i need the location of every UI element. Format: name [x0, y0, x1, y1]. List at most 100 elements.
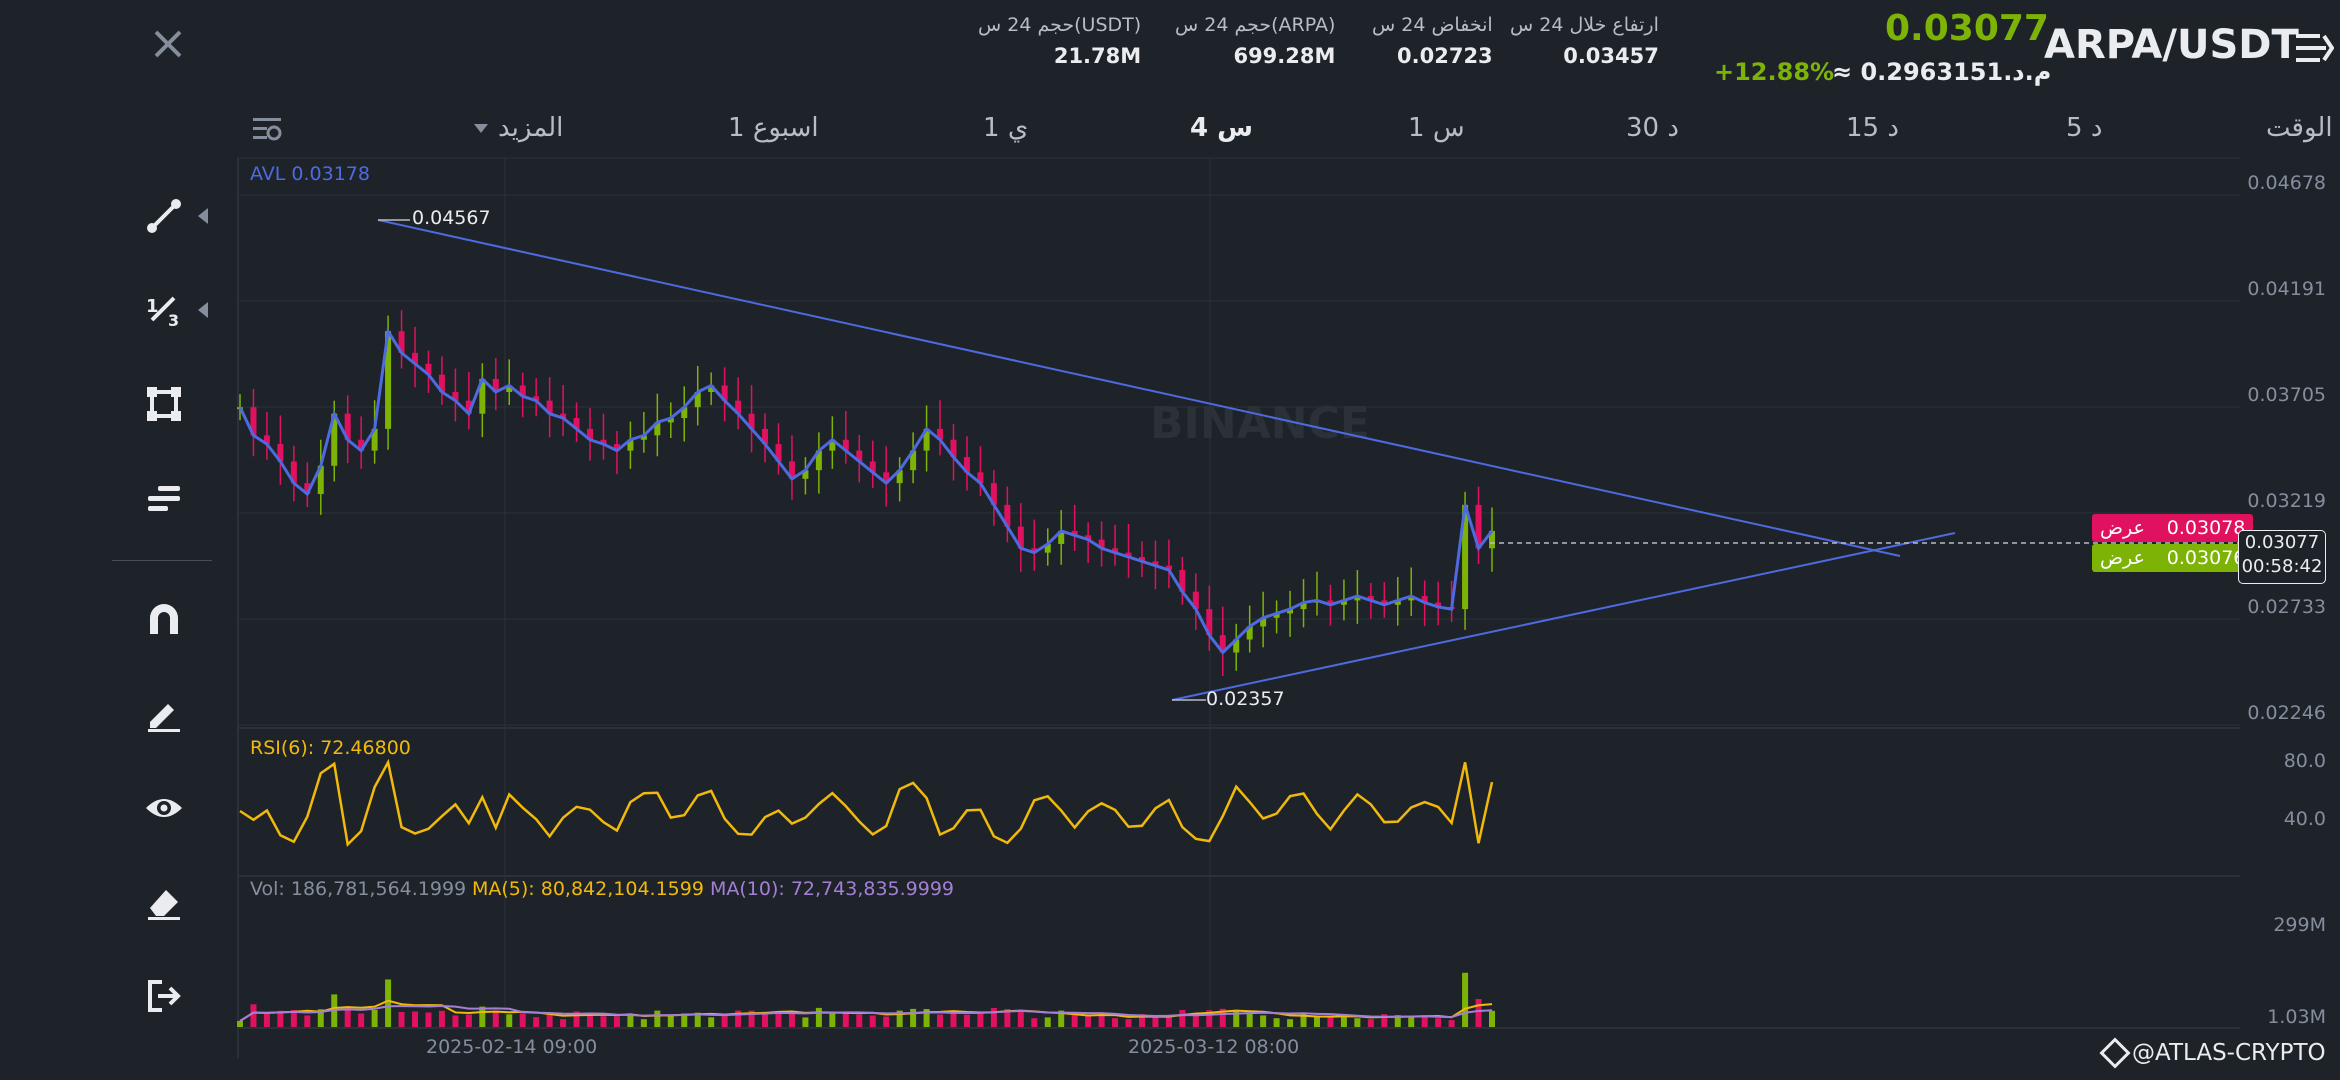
text-tool[interactable] [140, 476, 188, 524]
candle-body [1300, 602, 1307, 610]
candle-body [492, 378, 499, 392]
tab-1w[interactable]: 1 اسبوع [728, 113, 819, 143]
stat-label: حجم 24 س(ARPA) [1175, 14, 1336, 36]
shape-tool[interactable] [140, 382, 188, 430]
volume-bar [1327, 1016, 1334, 1027]
volume-bar [358, 1013, 365, 1027]
candle-body [331, 413, 338, 466]
volume-bar [977, 1011, 984, 1027]
candle-body [1031, 548, 1038, 553]
expand-arrow-icon[interactable] [198, 208, 208, 224]
volume-bar [371, 1010, 378, 1027]
volume-bar [344, 1006, 351, 1027]
avl-line [238, 326, 1494, 655]
tab-1d[interactable]: 1 ي [983, 113, 1029, 143]
close-icon[interactable] [148, 24, 188, 64]
pencil-tool[interactable] [140, 692, 188, 740]
candle-body [1475, 504, 1482, 549]
volume-bar [896, 1010, 903, 1027]
volume-bar [1004, 1009, 1011, 1027]
volume-bar [788, 1012, 795, 1027]
candle-body [438, 374, 445, 392]
volume-bar [546, 1014, 553, 1027]
eye-icon [144, 788, 184, 832]
menu-icon[interactable] [2294, 28, 2335, 68]
volume-bar [1138, 1014, 1145, 1027]
volume-bar [1044, 1017, 1051, 1027]
current-price-box[interactable]: 0.03077 00:58:42 [2238, 530, 2326, 584]
candle-body [1408, 596, 1415, 601]
candle-body [1273, 613, 1280, 618]
volume-bar [600, 1016, 607, 1027]
expand-arrow-icon[interactable] [198, 302, 208, 318]
exit-tool[interactable] [140, 974, 188, 1022]
volume-bar [950, 1012, 957, 1027]
candle-body [748, 413, 755, 429]
ma10-label: MA(10): 72,743,835.9999 [710, 878, 955, 900]
tab-15m[interactable]: 15 د [1846, 113, 1899, 143]
tab-time[interactable]: الوقت [2266, 113, 2333, 143]
candle-body [573, 418, 580, 429]
tab-30m[interactable]: 30 د [1626, 113, 1679, 143]
candle-body [344, 413, 351, 440]
rsi-line [239, 758, 1494, 848]
volume-bar [1058, 1010, 1065, 1027]
candle-body [371, 428, 378, 451]
rsi-level: 40.0 [2283, 808, 2326, 830]
candle-body [250, 407, 257, 436]
candle-body [896, 470, 903, 484]
volume-bar [735, 1010, 742, 1027]
tab-1h[interactable]: 1 س [1408, 113, 1465, 143]
visibility-tool[interactable] [140, 786, 188, 834]
low-marker: 0.02357 [1206, 688, 1285, 710]
volume-bar [519, 1013, 526, 1027]
tab-4h[interactable]: 4 س [1190, 113, 1254, 143]
candle-body [533, 396, 540, 401]
volume-bar [1489, 1010, 1495, 1027]
eraser-icon [144, 882, 184, 926]
pair-title[interactable]: ARPA/USDT [2044, 22, 2299, 68]
volume-bar [708, 1017, 715, 1027]
magnet-tool[interactable] [140, 598, 188, 646]
volume-bar [492, 1010, 499, 1027]
tab-5m[interactable]: 5 د [2066, 113, 2103, 143]
creator-watermark: @ATLAS-CRYPTO [2099, 1037, 2326, 1069]
candle-body [519, 385, 526, 397]
fiat-value: ≈ م.د.0.2963151 [1832, 58, 2052, 86]
trend-line-tool[interactable] [140, 194, 188, 242]
candle-body [1340, 600, 1347, 605]
ma10-line [239, 1004, 1493, 1022]
volume-bar [465, 1014, 472, 1027]
candle-body [1287, 609, 1294, 614]
volume-bar [815, 1007, 822, 1027]
chart-settings-icon[interactable] [250, 112, 284, 146]
stat-label: انخفاض 24 س [1372, 14, 1493, 36]
volume-bar [1287, 1019, 1294, 1027]
candle-body [923, 428, 930, 451]
volume-bar [317, 1009, 324, 1027]
volume-bar [1085, 1016, 1092, 1027]
volume-bar [1408, 1016, 1415, 1027]
rsi-label: RSI(6): 72.46800 [250, 737, 411, 759]
volume-bar [412, 1011, 419, 1027]
candle-body [815, 450, 822, 471]
volume-bar [640, 1019, 647, 1027]
candle-body [1246, 626, 1253, 640]
volume-bar [694, 1012, 701, 1027]
candle-body [560, 413, 567, 419]
volume-bar [438, 1010, 445, 1027]
candle-body [1327, 600, 1334, 605]
volume-bar [1354, 1018, 1361, 1027]
candle-body [1044, 543, 1051, 553]
volume-bar [1071, 1015, 1078, 1027]
volume-bar [1448, 1020, 1455, 1027]
more-dropdown[interactable]: المزيد [474, 113, 563, 143]
eraser-tool[interactable] [140, 880, 188, 928]
volume-bar [290, 1010, 297, 1027]
candle-body [977, 472, 984, 484]
high-marker: 0.04567 [412, 207, 491, 229]
candle-body [277, 444, 284, 462]
volume-bar [937, 1014, 944, 1027]
